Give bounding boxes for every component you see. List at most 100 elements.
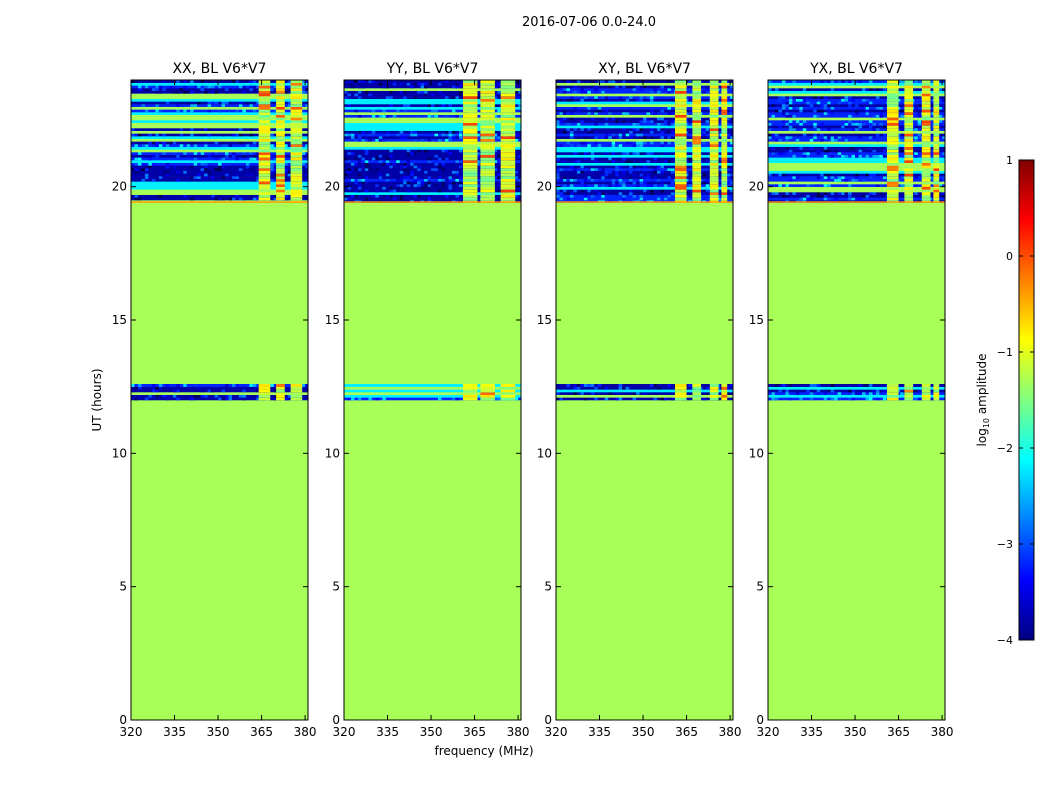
heatmap-cell <box>573 168 577 171</box>
rfi-band-cell <box>886 386 899 390</box>
heatmap-row <box>768 93 945 97</box>
rfi-band-cell <box>692 104 702 107</box>
heatmap-cell <box>868 176 873 179</box>
heatmap-cell <box>305 165 308 169</box>
heatmap-cell <box>583 170 588 174</box>
rfi-band-cell <box>290 117 303 121</box>
heatmap-row <box>556 93 733 97</box>
heatmap-cell <box>816 192 821 195</box>
rfi-band-cell <box>933 114 940 118</box>
heatmap-cell <box>444 96 449 99</box>
heatmap-cell <box>615 165 619 169</box>
heatmap-cell <box>427 160 432 163</box>
heatmap-cell <box>656 197 661 201</box>
heatmap-cell <box>785 149 789 153</box>
heatmap-cell <box>809 384 814 387</box>
rfi-band-cell <box>921 184 931 187</box>
heatmap-cell <box>862 392 866 395</box>
heatmap-cell <box>305 173 308 177</box>
heatmap-cell <box>235 176 239 179</box>
rfi-band-cell <box>904 389 914 393</box>
heatmap-cell <box>938 101 943 105</box>
heatmap-row <box>768 168 945 171</box>
heatmap-cell <box>583 90 588 94</box>
rfi-band-cell <box>290 178 303 182</box>
heatmap-cell <box>382 85 386 89</box>
rfi-band-cell <box>258 170 271 174</box>
heatmap-cell <box>643 170 647 174</box>
heatmap-row <box>556 90 733 94</box>
heatmap-cell <box>594 98 598 102</box>
heatmap-row <box>131 181 308 185</box>
rfi-band-cell <box>933 104 940 107</box>
heatmap-cell <box>865 154 869 158</box>
heatmap-cell <box>573 384 577 387</box>
heatmap-cell <box>788 120 793 123</box>
heatmap-cell <box>830 133 835 137</box>
rfi-band-cell <box>933 181 940 185</box>
rfi-band-cell <box>709 122 719 126</box>
heatmap-cell <box>587 165 591 169</box>
heatmap-cell <box>137 197 142 201</box>
rfi-band-cell <box>886 117 899 121</box>
heatmap-cell <box>816 149 821 153</box>
heatmap-cell <box>270 194 274 198</box>
heatmap-cell <box>444 130 449 134</box>
heatmap-cell <box>774 109 779 113</box>
y-tick-label: 20 <box>749 180 764 194</box>
heatmap-cell <box>420 82 425 86</box>
rfi-band-cell <box>500 192 516 195</box>
heatmap-cell <box>417 80 421 83</box>
heatmap-cell <box>650 96 654 99</box>
heatmap-cell <box>837 192 842 195</box>
rfi-band-cell <box>692 170 702 174</box>
rfi-band-cell <box>921 149 931 153</box>
heatmap-cell <box>802 109 807 113</box>
heatmap-cell <box>663 184 668 187</box>
heatmap-cell <box>868 384 873 387</box>
heatmap-cell <box>148 133 152 137</box>
heatmap-cell <box>179 144 184 147</box>
heatmap-row <box>131 130 308 134</box>
heatmap-cell <box>245 101 250 105</box>
heatmap-cell <box>476 154 480 158</box>
heatmap-cell <box>653 157 657 161</box>
rfi-band-cell <box>290 162 303 166</box>
heatmap-cell <box>580 165 584 169</box>
heatmap-cell <box>176 104 180 107</box>
rfi-band-cell <box>500 189 516 193</box>
heatmap-cell <box>622 197 626 201</box>
rfi-band-cell <box>904 194 914 198</box>
heatmap-cell <box>448 186 452 190</box>
heatmap-cell <box>413 133 418 137</box>
rfi-band-cell <box>692 386 702 390</box>
heatmap-cell <box>559 197 563 201</box>
heatmap-cell <box>855 197 859 201</box>
heatmap-cell <box>562 178 567 182</box>
heatmap-cell <box>646 152 651 155</box>
rfi-band-cell <box>258 106 271 110</box>
heatmap-cell <box>458 82 463 86</box>
heatmap-cell <box>643 165 647 169</box>
heatmap-cell <box>601 178 605 182</box>
heatmap-cell <box>218 162 222 166</box>
heatmap-cell <box>608 392 612 395</box>
heatmap-cell <box>458 168 463 171</box>
rfi-band-cell <box>500 130 516 134</box>
heatmap-row <box>344 144 521 147</box>
heatmap-cell <box>656 117 661 121</box>
heatmap-cell <box>573 128 577 131</box>
heatmap-cell <box>364 152 369 155</box>
heatmap-cell <box>788 173 793 177</box>
heatmap-cell <box>778 138 782 142</box>
heatmap-cell <box>785 112 789 115</box>
heatmap-cell <box>427 93 432 97</box>
heatmap-cell <box>636 152 640 155</box>
rfi-band-cell <box>462 173 478 177</box>
rfi-band-cell <box>709 96 719 99</box>
heatmap-cell <box>514 138 519 142</box>
rfi-band-cell <box>480 397 495 401</box>
heatmap-cell <box>646 120 651 123</box>
rfi-band-cell <box>721 85 728 89</box>
rfi-band-cell <box>480 146 495 150</box>
